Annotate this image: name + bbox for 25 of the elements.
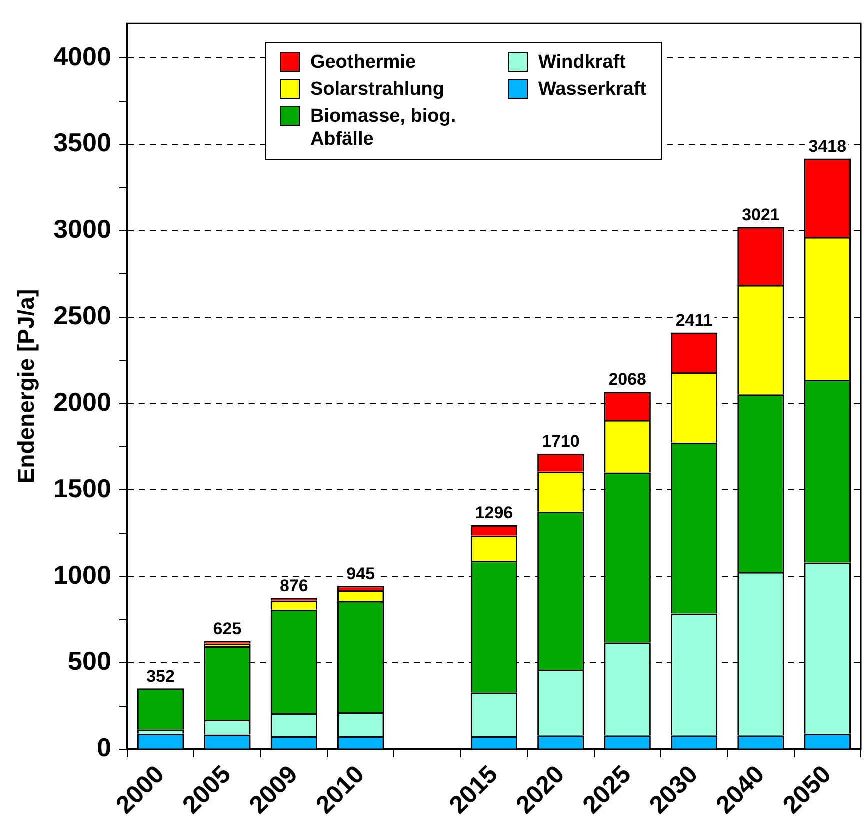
total-label: 1710 [542,432,580,452]
total-label: 352 [146,666,175,686]
y-tick-label: 3000 [54,214,112,244]
y-tick-label: 500 [68,646,112,676]
total-label: 2068 [608,370,647,390]
y-tick-label: 4000 [54,41,112,72]
legend-label: Wasserkraft [538,78,647,101]
legend-label: Solarstrahlung [310,78,445,101]
total-label: 625 [213,620,242,639]
legend-label: Geothermie [310,50,416,74]
y-tick-label: 2000 [54,386,112,417]
y-tick-label: 1000 [54,560,112,590]
legend-label: Windkraft [538,50,626,74]
y-tick-label: 0 [96,732,112,763]
y-tick-label: 2500 [54,300,112,331]
total-label: 2411 [676,310,713,330]
y-tick-label: 3500 [54,128,112,158]
total-label: 945 [346,564,376,584]
total-label: 876 [280,576,308,596]
total-label: 3418 [808,136,847,156]
total-label: 3021 [742,206,780,225]
legend-label: Biomasse, biog. Abfälle [310,104,458,151]
y-tick-label: 1500 [54,473,112,504]
y-axis-title: Endenergie [PJ/a] [13,289,40,484]
total-label: 1296 [475,504,514,523]
